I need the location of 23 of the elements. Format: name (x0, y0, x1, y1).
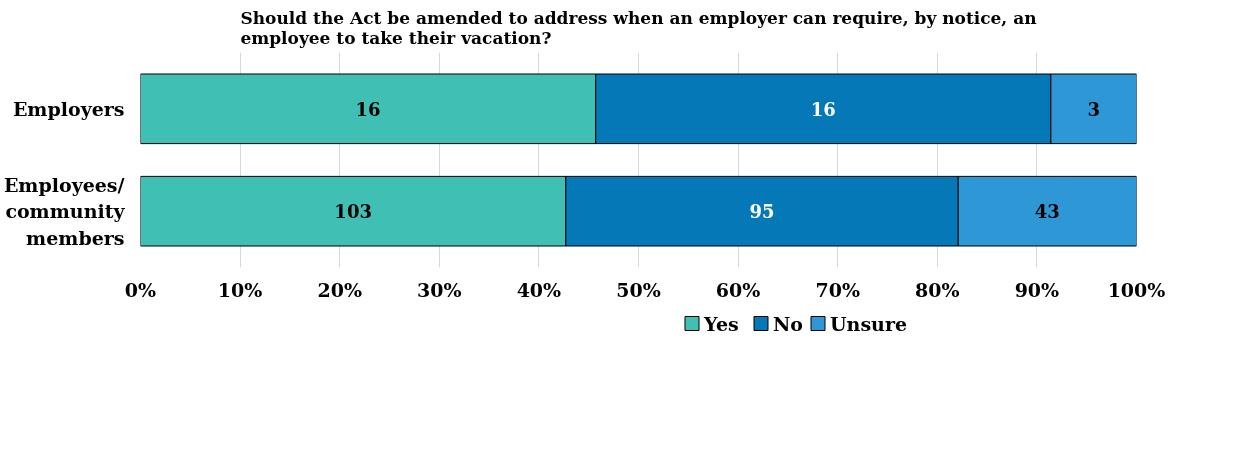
legend-label: Unsure (830, 312, 907, 335)
x-tick-label: 100% (1107, 278, 1166, 301)
x-tick-label: 90% (1014, 278, 1060, 301)
x-tick-label: 0% (124, 278, 157, 301)
x-tick-label: 30% (417, 278, 462, 301)
x-tick-label: 60% (715, 278, 761, 301)
annotation: 95 (749, 201, 775, 223)
x-tick-label: 50% (616, 278, 661, 301)
legend-label: Yes (703, 312, 739, 335)
x-tick-label: 70% (815, 278, 860, 301)
annotation: 16 (810, 98, 836, 120)
annotation: 16 (355, 98, 381, 120)
y-tick-label: Employees/ community members (3, 173, 126, 249)
x-tick-label: 20% (317, 278, 362, 301)
annotation: 43 (1034, 201, 1060, 223)
annotation: 3 (1087, 98, 1100, 120)
chart-title: Should the Act be amended to address when an employer can require, by notice, an employee to take their vacation? (240, 7, 1037, 48)
x-tick-label: 80% (915, 278, 960, 301)
x-tick-label: 40% (516, 278, 562, 301)
x-tick-label: 10% (217, 278, 263, 301)
annotation: 103 (334, 201, 372, 223)
legend-label: No (773, 312, 804, 335)
y-tick-label: Employers (12, 97, 125, 120)
